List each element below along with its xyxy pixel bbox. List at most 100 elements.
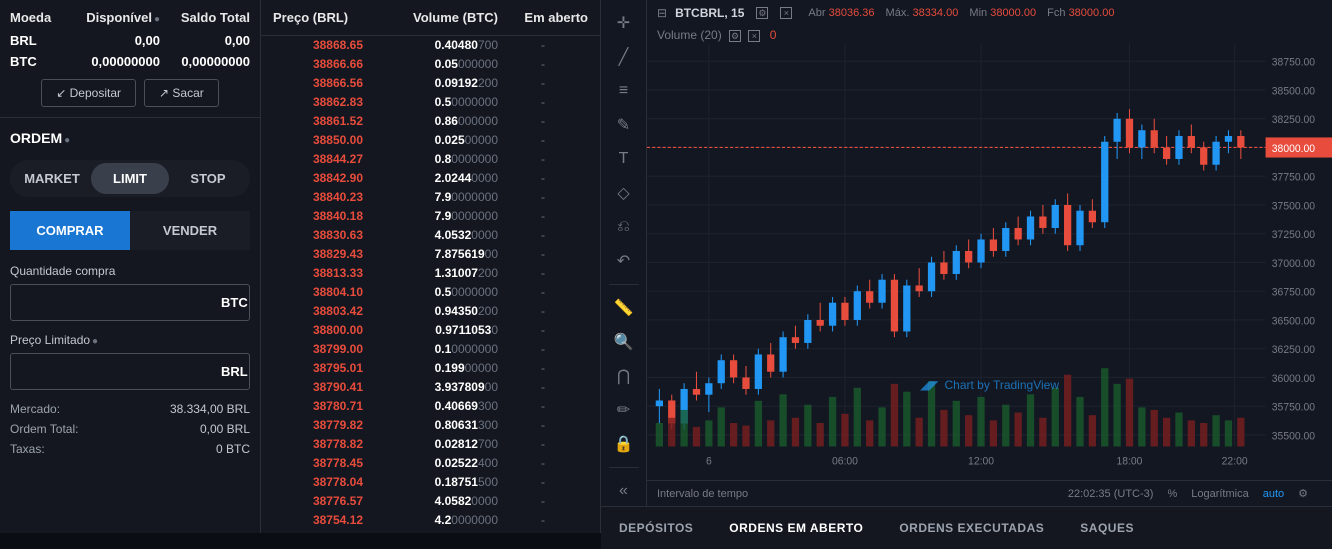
- trendline-icon[interactable]: ╱: [609, 42, 639, 72]
- orderbook-row[interactable]: 38778.820.02812700-: [261, 435, 600, 454]
- vol-settings-icon[interactable]: ⚙: [729, 30, 741, 42]
- orderbook-row[interactable]: 38866.660.05000000-: [261, 55, 600, 74]
- forecast-icon[interactable]: ⎌: [609, 212, 639, 242]
- orderbook-row[interactable]: 38842.902.02440000-: [261, 169, 600, 188]
- ob-volume: 4.20000000: [363, 512, 498, 529]
- withdraw-button[interactable]: ↗ Sacar: [144, 79, 219, 107]
- price-label: Preço Limitado●: [10, 333, 250, 347]
- ob-volume: 0.50000000: [363, 284, 498, 301]
- orderbook-row[interactable]: 38866.560.09192200-: [261, 74, 600, 93]
- orderbook-row[interactable]: 38799.000.10000000-: [261, 340, 600, 359]
- ob-volume: 0.97110530: [363, 322, 498, 339]
- bottom-tab[interactable]: ORDENS EM ABERTO: [711, 507, 881, 549]
- ob-volume: 0.40669300: [363, 398, 498, 415]
- order-type-limit[interactable]: LIMIT: [91, 163, 169, 194]
- ob-price: 38840.23: [273, 189, 363, 206]
- info-icon: ●: [64, 135, 70, 146]
- orderbook-rows: 38868.650.40480700-38866.660.05000000-38…: [261, 36, 600, 533]
- ob-open: -: [498, 170, 588, 187]
- orderbook-row[interactable]: 38778.450.02522400-: [261, 454, 600, 473]
- deposit-button[interactable]: ↙ Depositar: [41, 79, 136, 107]
- ob-volume: 0.02522400: [363, 455, 498, 472]
- balance-available: 0,00: [65, 33, 160, 48]
- summary-label: Mercado:: [10, 402, 60, 416]
- ob-open: -: [498, 436, 588, 453]
- ob-volume: 0.09192200: [363, 75, 498, 92]
- ob-open: -: [498, 151, 588, 168]
- orderbook-row[interactable]: 38800.000.97110530-: [261, 321, 600, 340]
- ob-open: -: [498, 189, 588, 206]
- crosshair-icon[interactable]: ✛: [609, 8, 639, 38]
- orderbook-row[interactable]: 38868.650.40480700-: [261, 36, 600, 55]
- ob-open: -: [498, 512, 588, 529]
- order-type-stop[interactable]: STOP: [169, 163, 247, 194]
- candlestick-icon[interactable]: ⊟: [657, 6, 667, 20]
- brush-icon[interactable]: ✎: [609, 110, 639, 140]
- orderbook-row[interactable]: 38840.187.90000000-: [261, 207, 600, 226]
- orderbook-row[interactable]: 38813.331.31007200-: [261, 264, 600, 283]
- svg-text:37500.00: 37500.00: [1272, 200, 1315, 212]
- text-icon[interactable]: T: [609, 144, 639, 174]
- orderbook-row[interactable]: 38795.010.19900000-: [261, 359, 600, 378]
- bottom-tab[interactable]: SAQUES: [1062, 507, 1152, 549]
- pattern-icon[interactable]: ◇: [609, 178, 639, 208]
- ob-volume: 0.80631300: [363, 417, 498, 434]
- price-input[interactable]: [11, 354, 208, 389]
- orderbook-row[interactable]: 38862.830.50000000-: [261, 93, 600, 112]
- undo-icon[interactable]: ↶: [609, 246, 639, 276]
- volume-readout: Volume (20) ⚙ × 0: [647, 26, 1332, 44]
- vol-close-icon[interactable]: ×: [748, 30, 760, 42]
- scale-toggle[interactable]: Logarítmica: [1191, 488, 1248, 500]
- order-type-market[interactable]: MARKET: [13, 163, 91, 194]
- orderbook-row[interactable]: 38830.634.05320000-: [261, 226, 600, 245]
- ob-volume: 4.05320000: [363, 227, 498, 244]
- auto-toggle[interactable]: auto: [1263, 488, 1284, 500]
- magnet-icon[interactable]: ⋂: [609, 361, 639, 391]
- fib-icon[interactable]: ≡: [609, 76, 639, 106]
- ruler-icon[interactable]: 📏: [609, 293, 639, 323]
- orderbook-row[interactable]: 38780.710.40669300-: [261, 397, 600, 416]
- svg-text:35500.00: 35500.00: [1272, 430, 1315, 442]
- ob-open: -: [498, 341, 588, 358]
- orderbook-row[interactable]: 38790.413.93780900-: [261, 378, 600, 397]
- close-icon[interactable]: ×: [780, 7, 792, 19]
- bottom-tab[interactable]: DEPÓSITOS: [601, 507, 711, 549]
- ob-open: -: [498, 75, 588, 92]
- summary-row: Ordem Total:0,00 BRL: [10, 422, 250, 436]
- interval-label[interactable]: Intervalo de tempo: [657, 488, 748, 500]
- buy-tab[interactable]: COMPRAR: [10, 211, 130, 250]
- ob-price: 38842.90: [273, 170, 363, 187]
- orderbook-row[interactable]: 38850.000.02500000-: [261, 131, 600, 150]
- orderbook-row[interactable]: 38779.820.80631300-: [261, 416, 600, 435]
- pct-toggle[interactable]: %: [1167, 488, 1177, 500]
- orderbook-row[interactable]: 38829.437.87561900-: [261, 245, 600, 264]
- info-icon: ●: [92, 336, 98, 347]
- chart-header: ⊟ BTCBRL, 15 ⚙ × Abr 38036.36 Máx. 38334…: [647, 0, 1332, 26]
- orderbook-header: Preço (BRL) Volume (BTC) Em aberto: [261, 0, 600, 36]
- orderbook-row[interactable]: 38754.124.20000000-: [261, 511, 600, 530]
- orderbook-row[interactable]: 38778.040.18751500-: [261, 473, 600, 492]
- ob-col-price: Preço (BRL): [273, 10, 363, 25]
- orderbook-row[interactable]: 38776.574.05820000-: [261, 492, 600, 511]
- collapse-icon[interactable]: «: [609, 476, 639, 506]
- lock-icon[interactable]: 🔒: [609, 429, 639, 459]
- ob-volume: 7.90000000: [363, 189, 498, 206]
- orderbook-row[interactable]: 38804.100.50000000-: [261, 283, 600, 302]
- ob-open: -: [498, 132, 588, 149]
- sell-tab[interactable]: VENDER: [130, 211, 250, 250]
- draw-icon[interactable]: ✏: [609, 395, 639, 425]
- orderbook-row[interactable]: 38844.270.80000000-: [261, 150, 600, 169]
- orderbook-row[interactable]: 38861.520.86000000-: [261, 112, 600, 131]
- svg-text:38750.00: 38750.00: [1272, 56, 1315, 68]
- chart-canvas[interactable]: 38750.0038500.0038250.0038000.0037750.00…: [647, 44, 1332, 480]
- qty-input[interactable]: [11, 285, 208, 320]
- col-total: Saldo Total: [160, 10, 250, 25]
- orderbook-row[interactable]: 38840.237.90000000-: [261, 188, 600, 207]
- orderbook-row[interactable]: 38803.420.94350200-: [261, 302, 600, 321]
- svg-text:36000.00: 36000.00: [1272, 373, 1315, 385]
- ohlc-readout: Abr 38036.36 Máx. 38334.00 Min 38000.00 …: [800, 7, 1114, 19]
- settings-icon[interactable]: ⚙: [756, 7, 768, 19]
- bottom-tab[interactable]: ORDENS EXECUTADAS: [881, 507, 1062, 549]
- gear-icon[interactable]: ⚙: [1298, 487, 1308, 500]
- zoom-icon[interactable]: 🔍: [609, 327, 639, 357]
